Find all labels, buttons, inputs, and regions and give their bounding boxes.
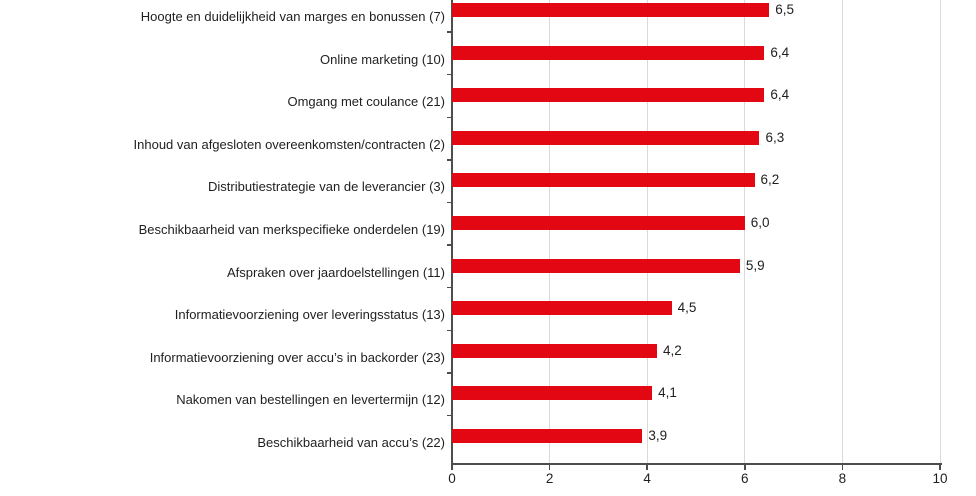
x-axis-tick xyxy=(841,464,844,470)
bar xyxy=(452,216,745,230)
x-axis xyxy=(451,463,942,465)
gridline xyxy=(939,0,941,463)
category-tick xyxy=(446,201,452,204)
category-label: Inhoud van afgesloten overeenkomsten/con… xyxy=(133,136,445,152)
value-label: 6,4 xyxy=(770,87,790,103)
bar xyxy=(452,429,643,443)
category-label: Nakomen van bestellingen en levertermijn… xyxy=(176,392,445,408)
value-label: 3,9 xyxy=(648,428,668,443)
value-label: 4,2 xyxy=(662,342,682,358)
category-tick xyxy=(446,73,452,76)
value-label: 6,0 xyxy=(750,215,770,230)
bar xyxy=(452,301,672,316)
gridline xyxy=(549,0,551,463)
bar xyxy=(452,173,755,188)
x-axis-tick xyxy=(646,464,648,470)
category-label: Online marketing (10) xyxy=(320,51,445,67)
bar xyxy=(452,88,765,103)
bar xyxy=(452,45,765,60)
gridline xyxy=(646,0,648,463)
x-tick-label: 2 xyxy=(545,471,554,486)
bar xyxy=(452,3,770,17)
x-axis-tick xyxy=(744,464,746,470)
y-axis xyxy=(451,0,453,465)
category-tick xyxy=(446,159,452,161)
value-label: 4,5 xyxy=(677,300,697,316)
category-tick xyxy=(446,116,452,118)
value-label: 5,9 xyxy=(745,257,765,273)
value-label: 6,4 xyxy=(770,44,790,60)
x-axis-tick xyxy=(451,464,453,470)
bar xyxy=(452,258,740,273)
category-label: Hoogte en duidelijkheid van marges en bo… xyxy=(140,9,445,24)
value-label: 4,1 xyxy=(658,385,677,401)
x-axis-tick xyxy=(939,464,941,470)
gridline xyxy=(744,0,746,463)
category-label: Distributiestrategie van de leverancier … xyxy=(208,179,445,195)
category-tick xyxy=(446,286,452,289)
x-tick-label: 0 xyxy=(448,471,456,486)
category-tick xyxy=(446,329,452,331)
bar xyxy=(452,343,657,358)
value-label: 6,2 xyxy=(760,172,780,188)
category-label: Afspraken over jaardoelstellingen (11) xyxy=(227,264,445,280)
category-tick xyxy=(446,372,452,374)
category-label: Omgang met coulance (21) xyxy=(287,94,445,110)
category-tick xyxy=(446,414,452,417)
value-label: 6,5 xyxy=(775,2,794,17)
x-tick-label: 10 xyxy=(932,471,948,486)
category-tick xyxy=(446,244,452,246)
category-label: Informatievoorziening over accu’s in bac… xyxy=(149,349,445,365)
value-label: 6,3 xyxy=(765,129,785,145)
gridline xyxy=(841,0,843,463)
bar xyxy=(452,130,760,145)
x-tick-label: 8 xyxy=(838,471,847,486)
category-label: Beschikbaarheid van merkspecifieke onder… xyxy=(138,222,445,237)
category-label: Informatievoorziening over leveringsstat… xyxy=(174,307,445,323)
bar xyxy=(452,386,653,401)
category-label: Beschikbaarheid van accu’s (22) xyxy=(257,435,445,450)
x-tick-label: 6 xyxy=(741,471,749,486)
category-tick xyxy=(446,31,452,33)
x-tick-label: 4 xyxy=(643,471,651,486)
x-axis-tick xyxy=(548,464,551,470)
